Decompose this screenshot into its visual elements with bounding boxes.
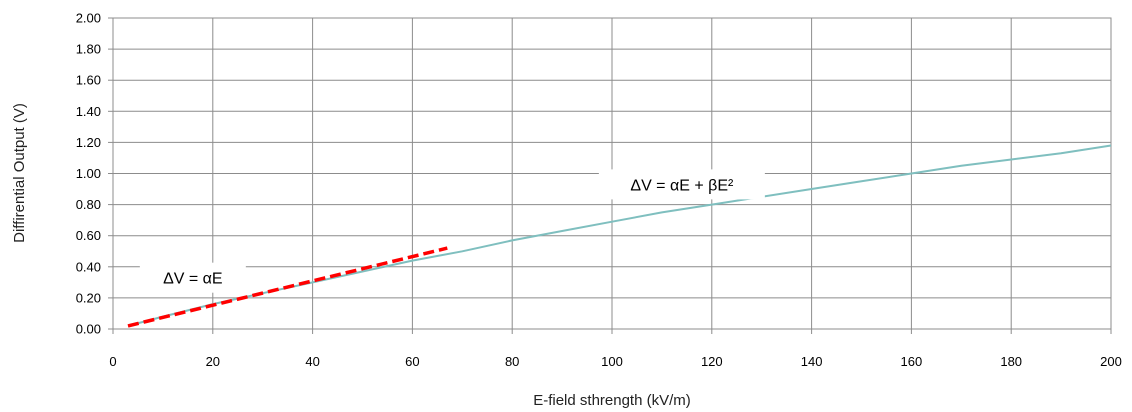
annotation-label: ΔV = αE (163, 271, 223, 288)
x-tick-label: 60 (405, 354, 419, 369)
y-tick-label: 1.20 (76, 135, 101, 150)
y-tick-label: 0.40 (76, 259, 101, 274)
y-axis-title: Diffirential Output (V) (11, 103, 28, 243)
annotation-label: ΔV = αE + βE² (630, 177, 734, 194)
x-axis-ticks: 0 20 40 60 80 100 120 140 160 180 200 (109, 329, 1122, 369)
x-tick-label: 180 (1000, 354, 1022, 369)
annotation-background (598, 169, 765, 200)
x-tick-label: 100 (601, 354, 623, 369)
annotation-background (139, 262, 246, 293)
x-tick-label: 80 (505, 354, 519, 369)
x-tick-label: 200 (1100, 354, 1122, 369)
x-tick-label: 160 (901, 354, 923, 369)
annotations: ΔV = αE ΔV = αE + βE² (139, 169, 765, 293)
y-tick-label: 0.80 (76, 197, 101, 212)
y-axis-ticks: 0.00 0.20 0.40 0.60 0.80 1.00 1.20 1.40 1.60 1.80… (76, 11, 113, 337)
x-tick-label: 140 (801, 354, 823, 369)
x-tick-label: 0 (109, 354, 116, 369)
y-tick-label: 2.00 (76, 11, 101, 26)
x-axis-title: E-field sthrength (kV/m) (533, 392, 691, 409)
x-tick-label: 40 (305, 354, 319, 369)
y-tick-label: 1.60 (76, 73, 101, 88)
series-response-line (127, 144, 1112, 327)
x-tick-label: 20 (206, 354, 220, 369)
y-tick-label: 1.80 (76, 42, 101, 57)
series-group (127, 144, 1112, 328)
y-tick-label: 0.00 (76, 322, 101, 337)
series-linear-fit-line (127, 246, 448, 328)
y-tick-label: 0.20 (76, 290, 101, 305)
y-tick-label: 1.40 (76, 104, 101, 119)
y-tick-label: 0.60 (76, 228, 101, 243)
x-tick-label: 120 (701, 354, 723, 369)
y-tick-label: 1.00 (76, 166, 101, 181)
